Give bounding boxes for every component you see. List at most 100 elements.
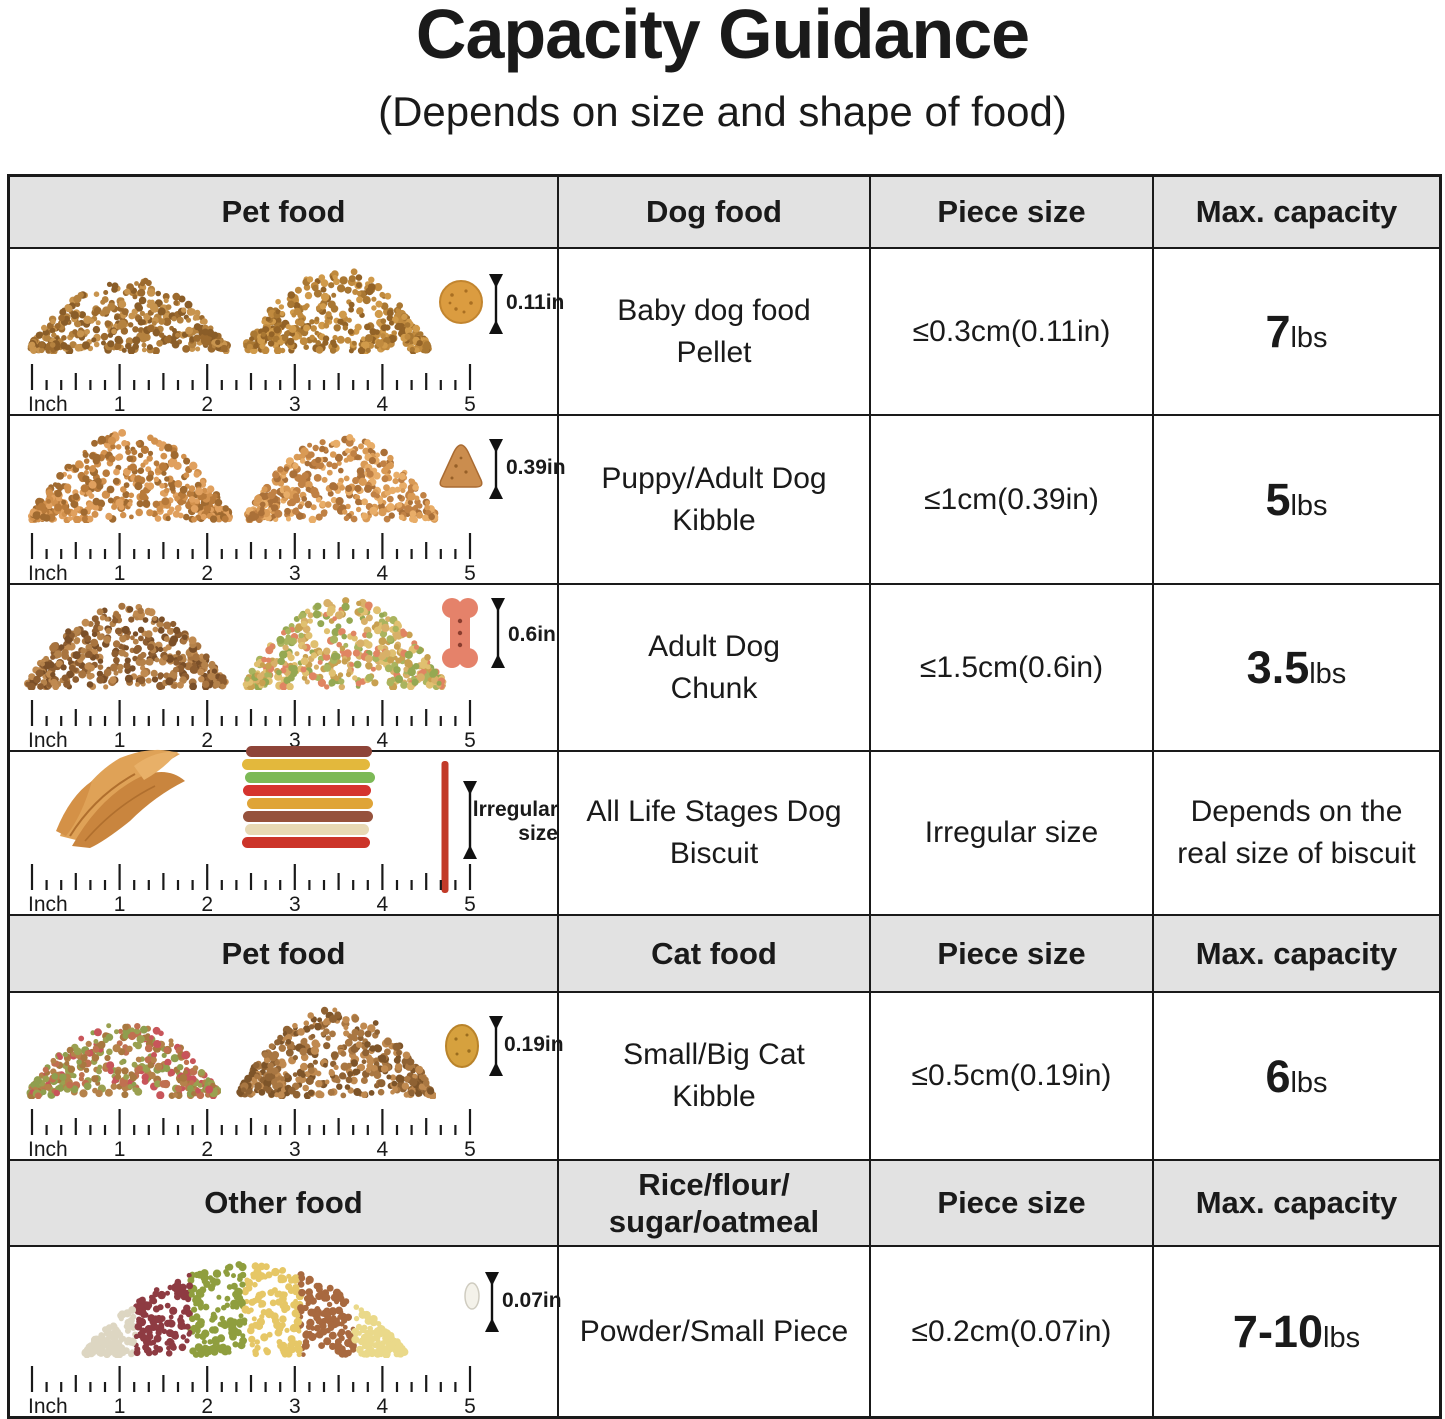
svg-text:4: 4 bbox=[377, 393, 389, 412]
svg-text:4: 4 bbox=[377, 893, 389, 912]
kibble-sample-image bbox=[439, 444, 483, 488]
svg-text:Inch: Inch bbox=[28, 729, 68, 748]
inch-ruler-image: Inch 1 2 3 4 5 bbox=[28, 1109, 476, 1157]
capacity-value: 5 bbox=[1265, 474, 1291, 525]
svg-text:2: 2 bbox=[201, 729, 213, 748]
chunk-pile-image bbox=[24, 602, 229, 690]
svg-text:5: 5 bbox=[464, 893, 476, 912]
header-max-capacity-2: Max. capacity bbox=[1154, 916, 1439, 993]
svg-text:3: 3 bbox=[289, 1138, 301, 1157]
row-kibble-image-cell: 0.39in Inch 1 2 3 4 5 bbox=[10, 416, 566, 585]
header-pet-food-1: Pet food bbox=[10, 177, 559, 249]
svg-text:2: 2 bbox=[201, 1395, 213, 1414]
svg-text:1: 1 bbox=[114, 562, 126, 581]
header-max-capacity-1: Max. capacity bbox=[1154, 177, 1439, 249]
cell-max-capacity: 5 lbs bbox=[1154, 416, 1439, 585]
svg-text:5: 5 bbox=[464, 729, 476, 748]
svg-text:Inch: Inch bbox=[28, 1138, 68, 1157]
cell-piece-size: ≤0.2cm(0.07in) bbox=[871, 1247, 1154, 1416]
svg-text:3: 3 bbox=[289, 562, 301, 581]
cell-food-name: Baby dog food Pellet bbox=[559, 249, 871, 416]
inch-ruler-image: Inch 1 2 3 4 5 bbox=[28, 864, 476, 912]
cell-piece-size: Irregular size bbox=[871, 752, 1154, 916]
svg-text:4: 4 bbox=[377, 1395, 389, 1414]
dimension-arrow-icon bbox=[489, 1016, 503, 1076]
row-chunk-image-cell: 0.6in Inch 1 2 3 4 5 bbox=[10, 585, 559, 752]
svg-text:5: 5 bbox=[464, 562, 476, 581]
capacity-value: 7 bbox=[1265, 306, 1291, 357]
row-pellet-image-cell: 0.11in Inch 1 2 3 4 5 bbox=[10, 249, 564, 416]
capacity-value: 6 bbox=[1265, 1050, 1291, 1102]
svg-text:3: 3 bbox=[289, 893, 301, 912]
row-powder-image-cell: 0.07in Inch 1 2 3 4 5 bbox=[10, 1247, 562, 1416]
row-cat-kibble-image-cell: 0.19in Inch 1 2 3 4 5 bbox=[10, 993, 564, 1161]
header-piece-size-2: Piece size bbox=[871, 916, 1154, 993]
cell-food-name: All Life Stages Dog Biscuit bbox=[559, 752, 871, 916]
page-title: Capacity Guidance bbox=[415, 0, 1030, 73]
header-piece-size-3: Piece size bbox=[871, 1161, 1154, 1247]
svg-text:3: 3 bbox=[289, 729, 301, 748]
pellet-pile-image bbox=[242, 268, 432, 354]
sample-size-label: 0.11in bbox=[506, 291, 565, 314]
bone-treat-sample-image bbox=[442, 598, 478, 668]
inch-ruler-image: Inch 1 2 3 4 5 bbox=[28, 533, 476, 581]
svg-text:5: 5 bbox=[464, 393, 476, 412]
cell-food-name: Puppy/Adult Dog Kibble bbox=[559, 416, 871, 585]
capacity-value: 7-10 bbox=[1232, 1306, 1323, 1357]
cell-max-capacity: 7 lbs bbox=[1154, 249, 1439, 416]
sample-size-label: 0.39in bbox=[506, 456, 566, 479]
svg-text:1: 1 bbox=[114, 729, 126, 748]
kibble-pile-image bbox=[28, 429, 233, 523]
cell-piece-size: ≤1cm(0.39in) bbox=[871, 416, 1154, 585]
cat-kibble-pile-image bbox=[236, 1006, 436, 1099]
dimension-arrow-icon bbox=[489, 439, 503, 499]
red-stick-sample-image bbox=[441, 761, 449, 893]
inch-ruler-image: Inch 1 2 3 4 5 bbox=[28, 700, 476, 748]
dimension-arrow-icon bbox=[491, 598, 505, 668]
kibble-pile-image bbox=[244, 434, 439, 523]
capacity-table: Pet food Dog food Piece size Max. capaci… bbox=[7, 174, 1442, 1419]
sample-size-label: lrregular size bbox=[472, 798, 558, 846]
header-max-capacity-3: Max. capacity bbox=[1154, 1161, 1439, 1247]
svg-text:Inch: Inch bbox=[28, 562, 68, 581]
stick-treats-image bbox=[242, 746, 375, 848]
jerky-strips-image bbox=[56, 749, 185, 848]
cell-max-capacity: Depends on the real size of biscuit bbox=[1154, 752, 1439, 916]
svg-text:4: 4 bbox=[377, 562, 389, 581]
page-subtitle: (Depends on size and shape of food) bbox=[378, 88, 1067, 135]
svg-text:2: 2 bbox=[201, 393, 213, 412]
inch-ruler-image: Inch 1 2 3 4 5 bbox=[28, 1366, 476, 1414]
header-rice-flour: Rice/flour/ sugar/oatmeal bbox=[559, 1161, 871, 1247]
svg-text:2: 2 bbox=[201, 1138, 213, 1157]
dimension-arrow-icon bbox=[485, 1272, 499, 1332]
svg-text:Inch: Inch bbox=[28, 1395, 68, 1414]
svg-text:3: 3 bbox=[289, 1395, 301, 1414]
svg-text:1: 1 bbox=[114, 1138, 126, 1157]
cell-food-name: Adult Dog Chunk bbox=[559, 585, 871, 752]
svg-text:4: 4 bbox=[377, 1138, 389, 1157]
cell-max-capacity: 7-10 lbs bbox=[1154, 1247, 1439, 1416]
inch-ruler-image: Inch 1 2 3 4 5 bbox=[28, 364, 476, 412]
capacity-unit: lbs bbox=[1290, 490, 1328, 522]
svg-text:1: 1 bbox=[114, 893, 126, 912]
svg-text:5: 5 bbox=[464, 1138, 476, 1157]
cell-food-name: Small/Big Cat Kibble bbox=[559, 993, 871, 1161]
svg-text:4: 4 bbox=[377, 729, 389, 748]
pellet-pile-image bbox=[27, 277, 231, 354]
svg-text:3: 3 bbox=[289, 393, 301, 412]
grain-bean-pile-image bbox=[81, 1261, 409, 1358]
sample-size-label: 0.07in bbox=[502, 1289, 562, 1312]
capacity-unit: lbs bbox=[1309, 658, 1347, 690]
capacity-unit: lbs bbox=[1290, 1066, 1328, 1099]
svg-text:1: 1 bbox=[114, 393, 126, 412]
treat-pile-image bbox=[242, 597, 447, 690]
cell-max-capacity: 3.5 lbs bbox=[1154, 585, 1439, 752]
cat-kibble-pile-image bbox=[26, 1023, 221, 1099]
capacity-unit: lbs bbox=[1290, 322, 1328, 354]
svg-text:2: 2 bbox=[201, 562, 213, 581]
header-pet-food-2: Pet food bbox=[10, 916, 559, 993]
svg-text:2: 2 bbox=[201, 893, 213, 912]
cell-food-name: Powder/Small Piece bbox=[559, 1247, 871, 1416]
sample-size-label: 0.6in bbox=[508, 623, 556, 646]
